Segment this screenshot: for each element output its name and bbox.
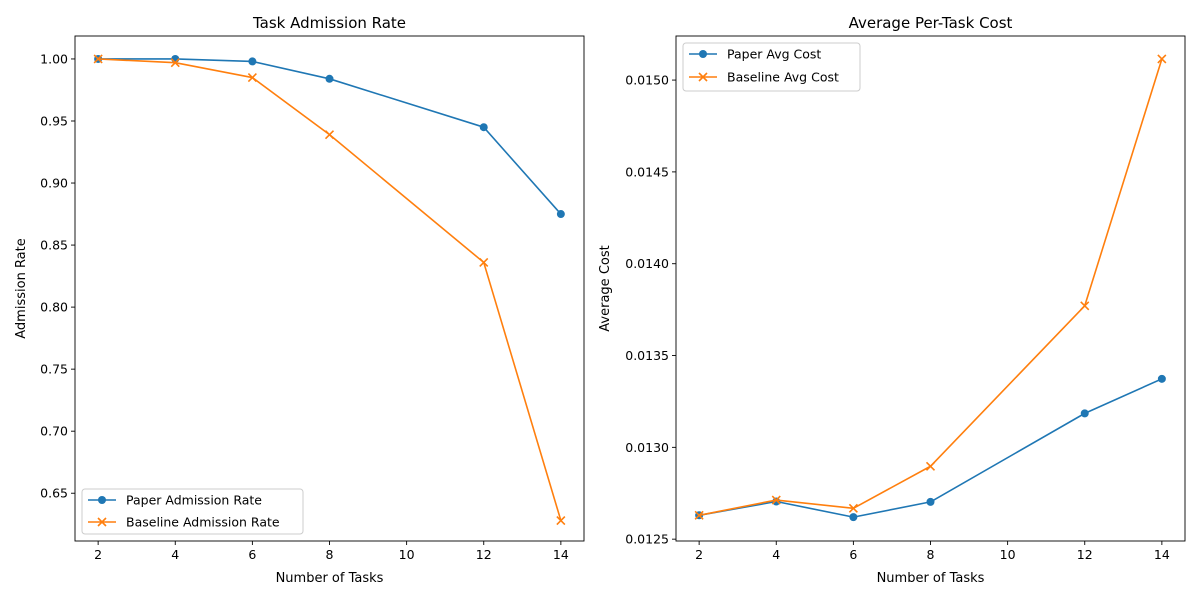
x-tick-label: 14	[553, 547, 569, 562]
y-tick-label: 0.70	[40, 424, 68, 439]
y-axis-label: Average Cost	[598, 245, 613, 331]
series-line-paper	[98, 58, 562, 215]
legend: Paper Avg Cost Baseline Avg Cost	[682, 42, 861, 92]
x-tick-label: 6	[849, 547, 857, 562]
data-point-circle	[248, 57, 257, 66]
data-point-x	[694, 510, 704, 520]
data-point-x	[925, 461, 936, 471]
legend-box	[81, 488, 304, 535]
y-axis-label: Admission Rate	[14, 238, 29, 338]
x-tick-label: 8	[927, 547, 935, 562]
legend-marker-circle	[98, 496, 106, 504]
data-point-x	[170, 58, 180, 68]
y-ticks: 0.65 0.70 0.75 0.80 0.85 0.90 0.95 1.00	[40, 51, 75, 501]
y-tick-label: 0.0140	[625, 256, 669, 271]
series-line-baseline	[98, 58, 562, 521]
data-point-x	[324, 130, 335, 140]
legend-entry-paper: Paper Avg Cost	[689, 47, 821, 62]
legend-label-paper: Paper Avg Cost	[727, 47, 821, 62]
y-tick-label: 0.0145	[625, 164, 669, 179]
data-point-x	[1080, 301, 1090, 311]
y-tick-label: 0.95	[40, 113, 68, 128]
legend-label-paper: Paper Admission Rate	[126, 493, 262, 508]
x-tick-label: 10	[399, 547, 415, 562]
y-ticks: 0.0125 0.0130 0.0135 0.0140 0.0145 0.0150	[625, 73, 676, 547]
chart-average-cost: Average Per-Task Cost 2 4 6 8 10 12 14 0.01250…	[598, 14, 1186, 586]
y-tick-label: 0.65	[40, 486, 68, 501]
data-point-circle	[325, 74, 334, 83]
data-point-circle	[772, 497, 781, 506]
y-tick-label: 0.90	[40, 176, 68, 191]
data-point-x	[771, 495, 781, 505]
data-point-circle	[849, 513, 858, 522]
y-tick-label: 0.0130	[625, 440, 669, 455]
data-point-x	[93, 54, 103, 64]
y-tick-label: 0.75	[40, 362, 68, 377]
data-point-x	[848, 503, 858, 513]
series-line-baseline	[698, 58, 1163, 517]
x-tick-label: 4	[772, 547, 780, 562]
x-tick-label: 10	[1000, 547, 1016, 562]
y-tick-label: 0.0135	[625, 348, 669, 363]
y-tick-label: 0.85	[40, 238, 68, 253]
x-ticks: 2 4 6 8 10 12 14	[695, 541, 1170, 562]
x-tick-label: 6	[248, 547, 256, 562]
data-point-circle	[926, 497, 935, 506]
data-point-x	[1157, 54, 1167, 64]
y-tick-label: 0.0150	[625, 73, 669, 88]
legend-label-baseline: Baseline Admission Rate	[126, 515, 280, 530]
data-point-x	[247, 73, 257, 83]
x-tick-label: 8	[326, 547, 334, 562]
x-tick-label: 2	[695, 547, 703, 562]
data-point-circle	[556, 210, 565, 219]
x-tick-label: 14	[1154, 547, 1170, 562]
legend-entry-baseline: Baseline Admission Rate	[88, 515, 280, 530]
chart-title: Task Admission Rate	[252, 14, 406, 32]
data-point-x	[479, 257, 489, 268]
legend: Paper Admission Rate Baseline Admission …	[81, 488, 304, 535]
chart-admission-rate: Task Admission Rate 2 4 6 8 10 12 14 0.650.700…	[14, 14, 585, 586]
chart-title: Average Per-Task Cost	[849, 14, 1013, 32]
legend-marker-x	[97, 517, 107, 527]
x-axis-label: Number of Tasks	[877, 571, 985, 586]
data-point-circle	[1157, 374, 1166, 383]
y-tick-label: 0.80	[40, 300, 68, 315]
data-point-circle	[479, 123, 488, 132]
x-tick-label: 2	[94, 547, 102, 562]
y-tick-label: 1.00	[40, 51, 68, 66]
x-ticks: 2 4 6 8 10 12 14	[94, 541, 569, 562]
legend-label-baseline: Baseline Avg Cost	[727, 70, 839, 85]
x-axis-label: Number of Tasks	[276, 571, 384, 586]
data-point-x	[556, 515, 566, 526]
data-point-circle	[1080, 409, 1089, 418]
series-layer	[93, 54, 566, 526]
legend-entry-paper: Paper Admission Rate	[88, 493, 262, 508]
legend-marker-circle	[699, 50, 707, 58]
series-layer	[694, 54, 1167, 522]
legend-entry-baseline: Baseline Avg Cost	[689, 70, 839, 85]
legend-marker-x	[698, 72, 708, 82]
series-line-paper	[698, 378, 1163, 518]
x-tick-label: 4	[171, 547, 179, 562]
y-tick-label: 0.0125	[625, 532, 669, 547]
x-tick-label: 12	[476, 547, 492, 562]
legend-box	[682, 42, 861, 92]
x-tick-label: 12	[1077, 547, 1093, 562]
